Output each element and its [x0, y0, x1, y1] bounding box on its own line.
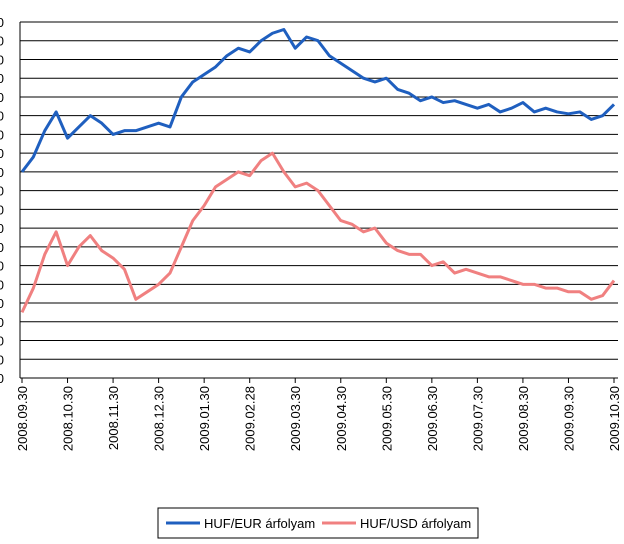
x-tick-label: 2008.09.30 [15, 386, 30, 451]
x-tick-label: 2009.04.30 [334, 386, 349, 451]
y-tick-label: 200 [0, 240, 4, 255]
y-tick-label: 220 [0, 202, 4, 217]
y-tick-label: 210 [0, 221, 4, 236]
x-tick-label: 2009.01.30 [197, 386, 212, 451]
x-tick-label: 2009.03.30 [288, 386, 303, 451]
y-tick-label: 300 [0, 52, 4, 67]
y-tick-label: 290 [0, 71, 4, 86]
x-tick-label: 2008.12.30 [152, 386, 167, 451]
y-tick-label: 140 [0, 352, 4, 367]
series-line [20, 27, 616, 173]
legend-box [157, 507, 479, 539]
y-tick-label: 310 [0, 34, 4, 49]
x-tick-label: 2009.02.28 [243, 386, 258, 451]
x-tick-label: 2008.11.30 [106, 386, 121, 450]
y-tick-label: 130 [0, 371, 4, 386]
x-tick-label: 2009.10.30 [607, 386, 622, 451]
y-tick-label: 160 [0, 315, 4, 330]
x-tick-label: 2009.05.30 [379, 386, 394, 451]
x-tick-label: 2008.10.30 [61, 386, 76, 451]
y-tick-label: 320 [0, 15, 4, 30]
x-tick-label: 2009.09.30 [561, 386, 576, 451]
legend: HUF/EUR árfolyam HUF/USD árfolyam [157, 507, 479, 539]
y-tick-label: 250 [0, 146, 4, 161]
y-tick-label: 240 [0, 165, 4, 180]
x-tick-label: 2009.08.30 [516, 386, 531, 451]
legend-label: HUF/EUR árfolyam [204, 516, 315, 531]
x-tick-label: 2009.06.30 [425, 386, 440, 451]
y-tick-label: 270 [0, 109, 4, 124]
legend-label: HUF/USD árfolyam [360, 516, 471, 531]
series-line [20, 151, 616, 314]
y-tick-label: 230 [0, 184, 4, 199]
y-tick-label: 170 [0, 296, 4, 311]
y-tick-label: 280 [0, 90, 4, 105]
y-tick-label: 190 [0, 259, 4, 274]
y-tick-label: 180 [0, 277, 4, 292]
y-tick-label: 260 [0, 127, 4, 142]
y-tick-label: 150 [0, 334, 4, 349]
x-tick-label: 2009.07.30 [470, 386, 485, 451]
